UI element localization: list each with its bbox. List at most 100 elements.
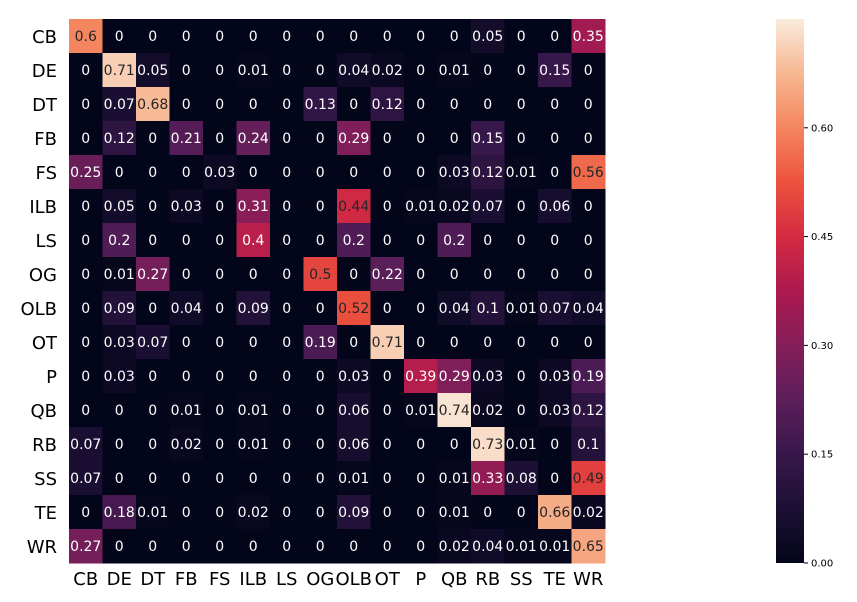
cell-label: 0: [349, 335, 358, 351]
heatmap-cell: [203, 495, 237, 530]
cell-label: 0: [282, 165, 291, 181]
cell-label: 0.71: [104, 63, 135, 79]
heatmap-cell: [69, 223, 103, 258]
heatmap-cell: [102, 19, 137, 54]
cell-label: 0.07: [539, 301, 570, 317]
heatmap-cell: [203, 155, 237, 190]
cell-label: 0.04: [573, 301, 604, 317]
heatmap-cell: [69, 189, 103, 224]
heatmap-cell: [437, 257, 472, 292]
cell-label: 0: [316, 233, 325, 249]
heatmap-cell: [236, 461, 271, 496]
heatmap-cell: [571, 359, 606, 394]
heatmap-cell: [203, 461, 237, 496]
heatmap-cell: [538, 87, 572, 122]
cell-label: 0: [550, 267, 559, 283]
cell-label: 0: [517, 63, 526, 79]
cell-label: 0: [383, 199, 392, 215]
heatmap-cell: [571, 291, 606, 326]
cell-label: 0: [483, 63, 492, 79]
cell-label: 0.03: [539, 403, 570, 419]
cell-label: 0.6: [75, 29, 97, 45]
cell-label: 0: [148, 199, 157, 215]
cell-label: 0.19: [305, 335, 336, 351]
heatmap-cell: [471, 155, 505, 190]
heatmap-cell: [203, 257, 237, 292]
cell-label: 0: [81, 97, 90, 113]
heatmap-cell: [404, 53, 438, 88]
cell-label: 0: [115, 539, 124, 555]
cell-label: 0: [383, 403, 392, 419]
heatmap-cell: [236, 291, 271, 326]
heatmap-cell: [337, 257, 371, 292]
cell-label: 0: [81, 369, 90, 385]
cell-label: 0: [215, 539, 224, 555]
heatmap-cell: [370, 359, 405, 394]
heatmap-cell: [337, 359, 371, 394]
heatmap-cell: [102, 427, 137, 462]
heatmap-cell: [571, 529, 606, 564]
cell-label: 0: [550, 437, 559, 453]
cell-label: 0: [182, 539, 191, 555]
heatmap-cell: [136, 529, 170, 564]
y-tick-label: FB: [34, 129, 57, 150]
cell-label: 0: [148, 301, 157, 317]
heatmap-cell: [404, 291, 438, 326]
cell-label: 0.65: [573, 539, 604, 555]
cell-label: 0.25: [70, 165, 101, 181]
heatmap-cell: [102, 291, 137, 326]
heatmap-cell: [404, 121, 438, 156]
heatmap-cell: [169, 393, 204, 428]
heatmap-cell: [136, 155, 170, 190]
heatmap-cell: [169, 53, 204, 88]
heatmap-cell: [504, 325, 539, 360]
cell-label: 0: [550, 335, 559, 351]
cell-label: 0: [282, 369, 291, 385]
cell-label: 0: [550, 131, 559, 147]
cell-label: 0: [282, 267, 291, 283]
heatmap-cell: [169, 495, 204, 530]
cell-label: 0: [383, 29, 392, 45]
heatmap-cell: [471, 325, 505, 360]
heatmap-cell: [270, 223, 304, 258]
colorbar-tick-label: 0.15: [811, 450, 833, 461]
cell-label: 0: [416, 301, 425, 317]
cell-label: 0: [416, 505, 425, 521]
cell-label: 0: [215, 131, 224, 147]
cell-label: 0: [517, 233, 526, 249]
heatmap-cell: [504, 495, 539, 530]
heatmap-cell: [203, 393, 237, 428]
cell-label: 0.03: [338, 369, 369, 385]
cell-label: 0.12: [372, 97, 403, 113]
cell-label: 0: [282, 131, 291, 147]
heatmap-cell: [270, 291, 304, 326]
cell-label: 0: [383, 233, 392, 249]
cell-label: 0.02: [439, 199, 470, 215]
heatmap-cell: [69, 461, 103, 496]
cell-label: 0.1: [477, 301, 499, 317]
cell-label: 0: [148, 403, 157, 419]
cell-label: 0: [349, 97, 358, 113]
cell-label: 0.01: [238, 437, 269, 453]
cell-label: 0.09: [238, 301, 269, 317]
heatmap-cell: [538, 325, 572, 360]
cell-label: 0: [584, 63, 593, 79]
cell-label: 0.44: [338, 199, 369, 215]
cell-label: 0.02: [238, 505, 269, 521]
cell-label: 0: [215, 233, 224, 249]
cell-label: 0: [383, 369, 392, 385]
x-tick-label: DE: [107, 569, 132, 590]
y-tick-label: QB: [30, 401, 57, 422]
heatmap-cell: [437, 427, 472, 462]
cell-label: 0.06: [338, 403, 369, 419]
heatmap-cell: [571, 325, 606, 360]
heatmap-cell: [370, 155, 405, 190]
heatmap-cell: [136, 87, 170, 122]
heatmap-cell: [504, 121, 539, 156]
cell-label: 0.04: [472, 539, 503, 555]
heatmap-cell: [404, 461, 438, 496]
cell-label: 0.74: [439, 403, 470, 419]
cell-label: 0: [383, 165, 392, 181]
x-tick-label: CB: [73, 569, 98, 590]
